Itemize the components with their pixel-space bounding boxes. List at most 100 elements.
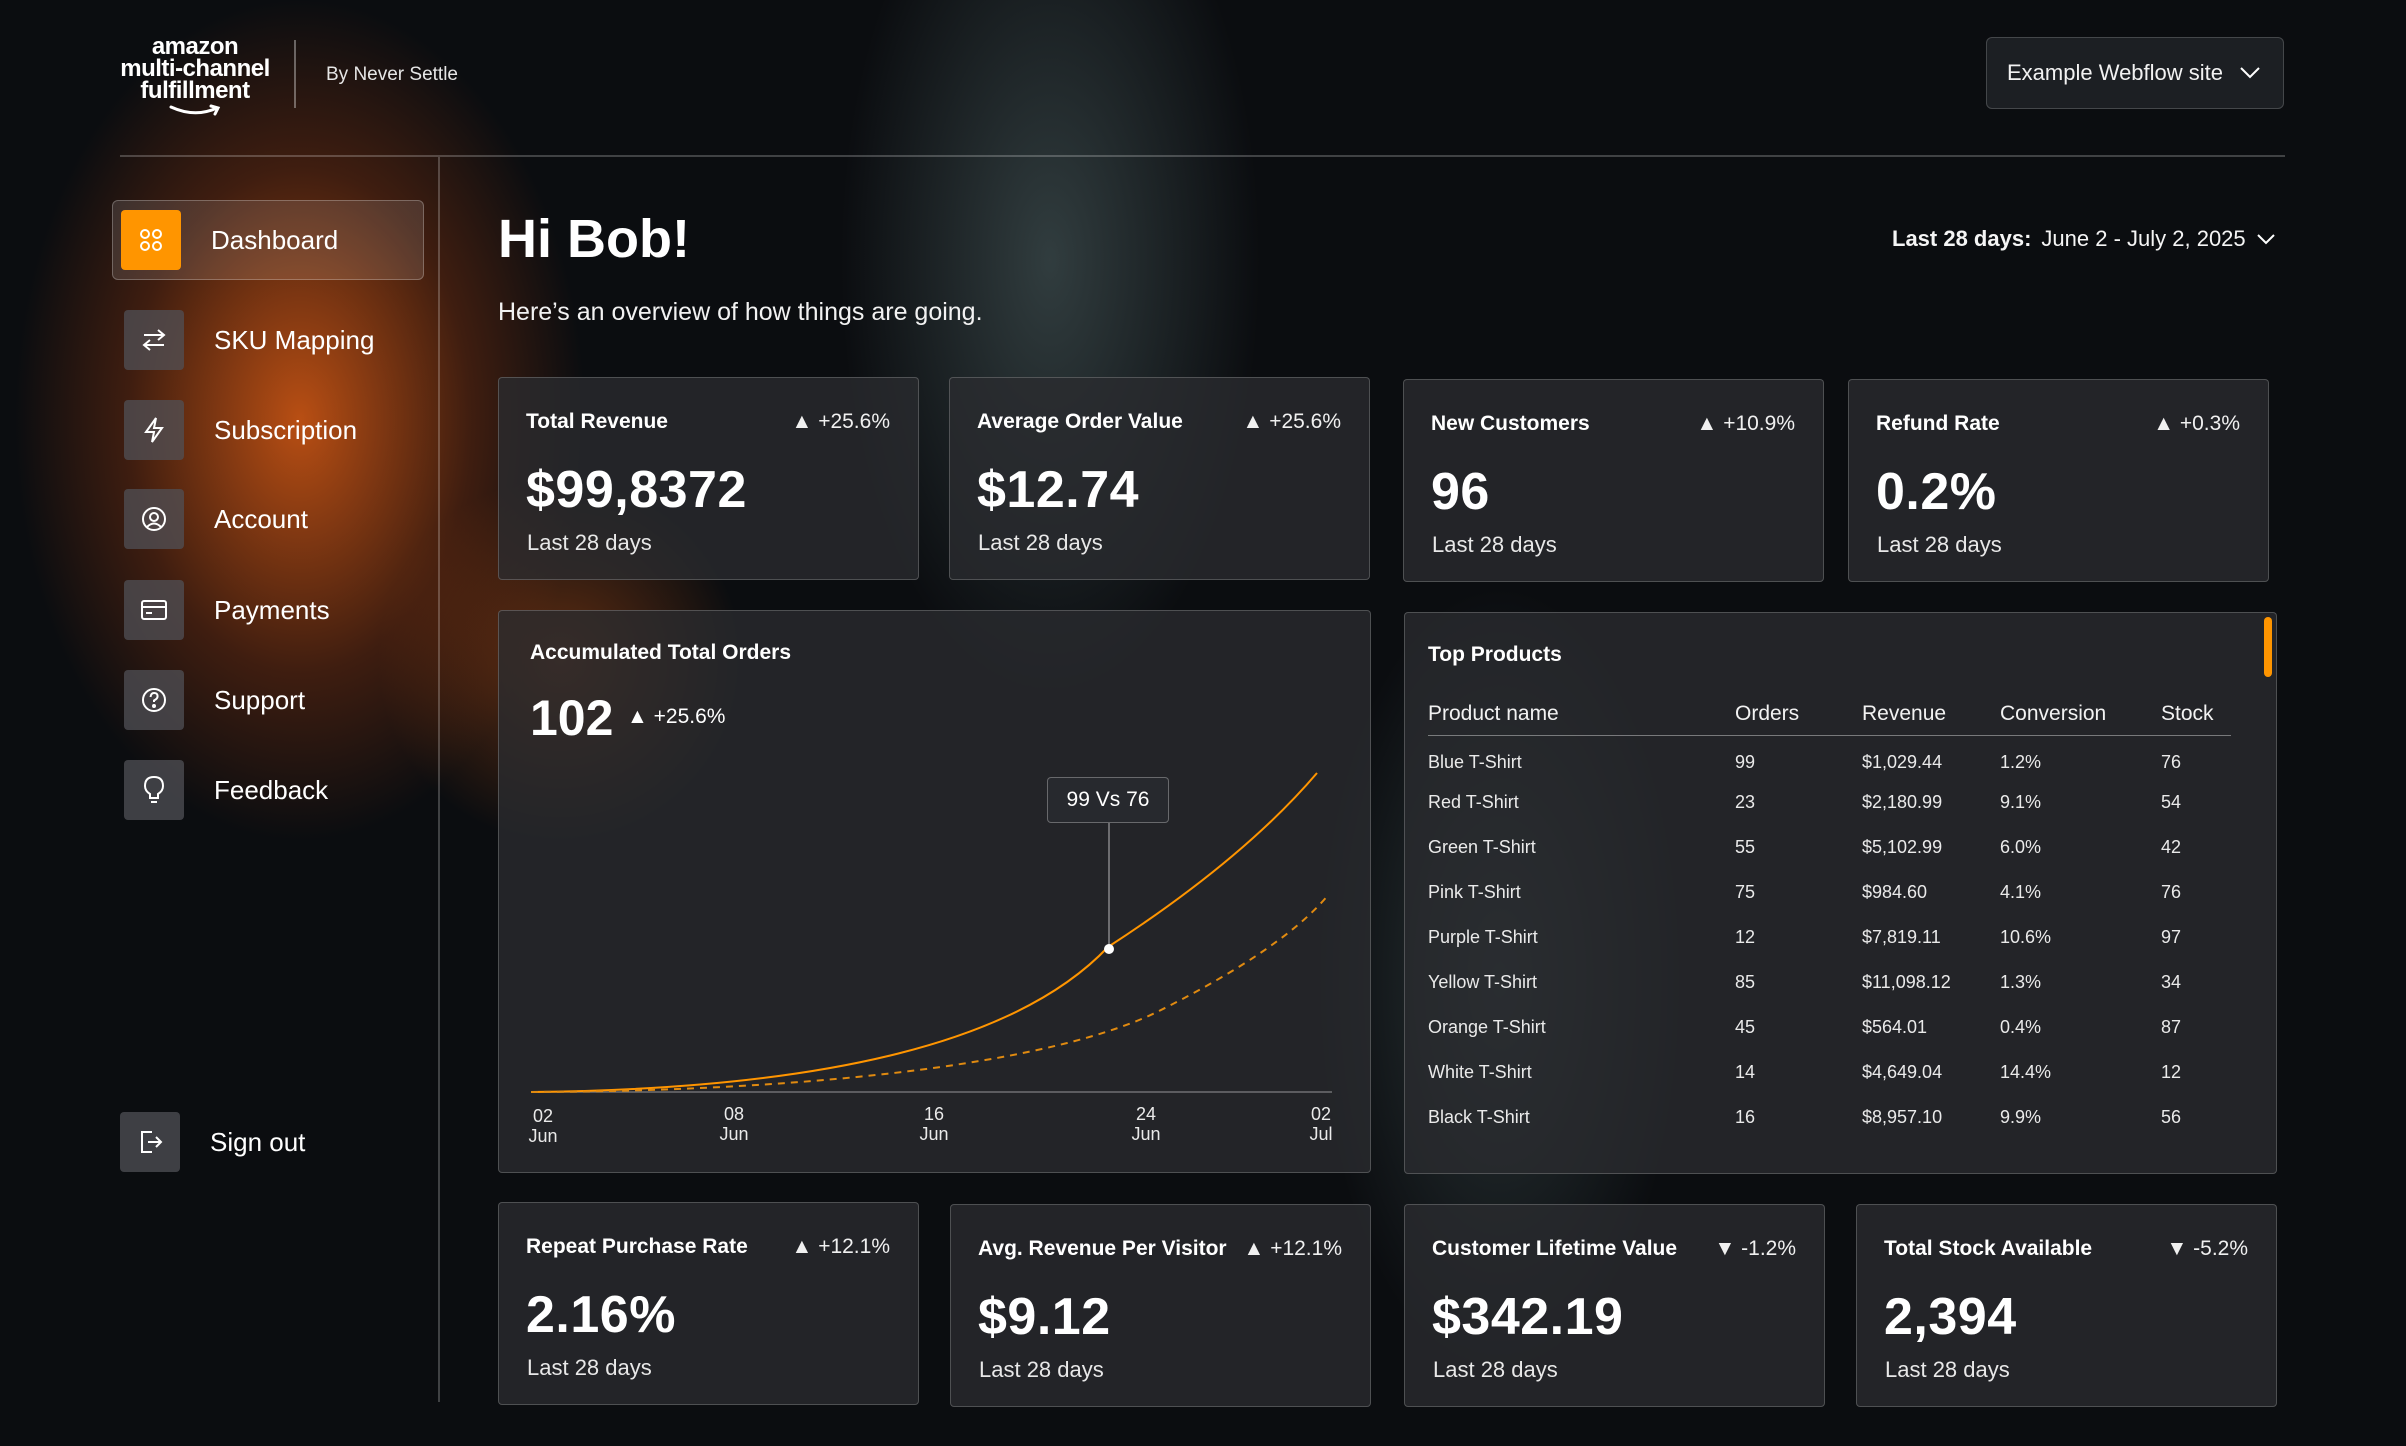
kpi-delta: ▼ -1.2% [1714,1237,1797,1260]
kpi-title: Total Revenue [526,410,668,433]
kpi-title: Repeat Purchase Rate [526,1235,748,1258]
kpi-card-average-order-value: Average Order Value ▲ +25.6% $12.74 Last… [949,377,1370,580]
table-cell: 42 [2161,837,2182,857]
sidebar-item-dashboard[interactable]: Dashboard [112,200,424,280]
sidebar-item-sku-mapping[interactable]: SKU Mapping [112,300,424,380]
kpi-period: Last 28 days [1432,532,1557,557]
tooltip-data-point[interactable] [1104,944,1114,954]
table-row[interactable]: Blue T-Shirt 99 $1,029.44 1.2% 76 [1428,735,2231,780]
credit-card-icon [124,580,184,640]
kpi-value: $99,8372 [526,461,747,519]
table-row[interactable]: Orange T-Shirt 45 $564.01 0.4% 87 [1428,1005,2231,1050]
amazon-mcf-logo: amazon multi-channel fulfillment [120,35,270,118]
kpi-value: 0.2% [1876,463,1997,521]
kpi-delta: ▲ +10.9% [1696,412,1795,435]
kpi-title: Total Stock Available [1884,1237,2093,1260]
user-circle-icon [124,489,184,549]
lightbulb-icon [124,760,184,820]
column-header[interactable]: Conversion [2000,693,2161,736]
kpi-value: $342.19 [1432,1288,1624,1346]
scrollbar-thumb[interactable] [2264,617,2272,677]
logo-line-2: multi-channel [120,55,270,82]
table-cell: 45 [1735,1017,1756,1037]
triangle-down-icon: ▼ [2166,1237,2188,1260]
orders-delta: ▲ +25.6% [627,705,726,728]
kpi-period: Last 28 days [1433,1357,1558,1382]
table-row[interactable]: Green T-Shirt 55 $5,102.99 6.0% 42 [1428,825,2231,870]
sign-out-button[interactable]: Sign out [120,1112,305,1172]
x-tick-label: 16 Jun [919,1104,949,1144]
kpi-delta: ▲ +25.6% [1242,410,1341,433]
triangle-up-icon: ▲ [627,705,648,728]
table-cell: 75 [1735,882,1756,902]
column-header[interactable]: Stock [2161,693,2231,736]
table-cell: $2,180.99 [1862,792,1943,812]
triangle-up-icon: ▲ [2153,412,2175,435]
current-period-line [530,772,1318,1093]
triangle-up-icon: ▲ [1696,412,1718,435]
table-cell: 1.2% [2000,752,2042,773]
site-select-value: Example Webflow site [2007,60,2224,85]
table-cell: 14 [1735,1062,1756,1082]
kpi-value: 2.16% [526,1286,676,1344]
kpi-delta: ▲ +12.1% [791,1235,890,1258]
table-cell: 12 [2161,1062,2182,1082]
table-row[interactable]: Purple T-Shirt 12 $7,819.11 10.6% 97 [1428,915,2231,960]
table-cell: Green T-Shirt [1428,837,1536,857]
orders-line-chart [530,772,1332,1093]
page-title: Hi Bob! [498,209,690,269]
table-title: Top Products [1428,643,1562,666]
table-cell: 85 [1735,972,1756,992]
kpi-value: $12.74 [977,461,1140,519]
sidebar-item-subscription[interactable]: Subscription [112,390,424,470]
table-cell: $4,649.04 [1862,1062,1943,1082]
kpi-card-avg-revenue-per-visitor: Avg. Revenue Per Visitor ▲ +12.1% $9.12 … [950,1204,1371,1407]
table-cell: $1,029.44 [1862,752,1943,773]
table-cell: $8,957.10 [1862,1107,1943,1127]
sidebar-item-label: Subscription [214,414,358,445]
table-row[interactable]: Pink T-Shirt 75 $984.60 4.1% 76 [1428,870,2231,915]
sidebar-item-label: Support [214,684,306,715]
kpi-period: Last 28 days [1877,532,2002,557]
top-products-card: Top Products Product name Orders Revenue… [1404,612,2277,1174]
chevron-down-icon [2240,67,2260,79]
table-row[interactable]: Yellow T-Shirt 85 $11,098.12 1.3% 34 [1428,960,2231,1005]
sidebar-item-label: Payments [214,594,330,625]
table-row[interactable]: White T-Shirt 14 $4,649.04 14.4% 12 [1428,1050,2231,1095]
site-select-dropdown[interactable]: Example Webflow site [1986,37,2284,109]
kpi-period: Last 28 days [979,1357,1104,1382]
lightning-icon [124,400,184,460]
table-cell: Red T-Shirt [1428,792,1519,812]
sidebar-item-label: SKU Mapping [214,324,375,355]
table-cell: 87 [2161,1017,2182,1037]
sidebar-item-account[interactable]: Account [112,479,424,559]
swap-arrows-icon [124,310,184,370]
table-row[interactable]: Red T-Shirt 23 $2,180.99 9.1% 54 [1428,780,2231,825]
table-cell: 12 [1735,927,1756,947]
kpi-card-repeat-purchase-rate: Repeat Purchase Rate ▲ +12.1% 2.16% Last… [498,1202,919,1405]
column-header[interactable]: Orders [1735,693,1862,736]
sidebar-item-support[interactable]: Support [112,660,424,740]
kpi-card-total-revenue: Total Revenue ▲ +25.6% $99,8372 Last 28 … [498,377,919,580]
column-header[interactable]: Product name [1428,693,1735,736]
triangle-up-icon: ▲ [1242,410,1264,433]
chevron-down-icon [2256,234,2275,245]
date-range-picker[interactable]: Last 28 days: June 2 - July 2, 2025 [1892,226,2276,252]
table-cell: 4.1% [2000,882,2042,902]
kpi-value: 96 [1431,463,1490,521]
table-cell: Pink T-Shirt [1428,882,1521,902]
column-header[interactable]: Revenue [1862,693,2000,736]
sidebar-item-feedback[interactable]: Feedback [112,750,424,830]
sign-out-icon [120,1112,180,1172]
sidebar-item-label: Account [214,503,308,534]
question-circle-icon [124,670,184,730]
header-divider [120,155,2285,157]
sidebar-item-payments[interactable]: Payments [112,570,424,650]
sidebar-item-label: Dashboard [211,224,339,255]
kpi-period: Last 28 days [1885,1357,2010,1382]
table-row[interactable]: Black T-Shirt 16 $8,957.10 9.9% 56 [1428,1095,2231,1140]
kpi-delta: ▲ +25.6% [791,410,890,433]
table-cell: $984.60 [1862,882,1928,902]
kpi-title: Refund Rate [1876,412,2000,435]
kpi-title: New Customers [1431,412,1590,435]
